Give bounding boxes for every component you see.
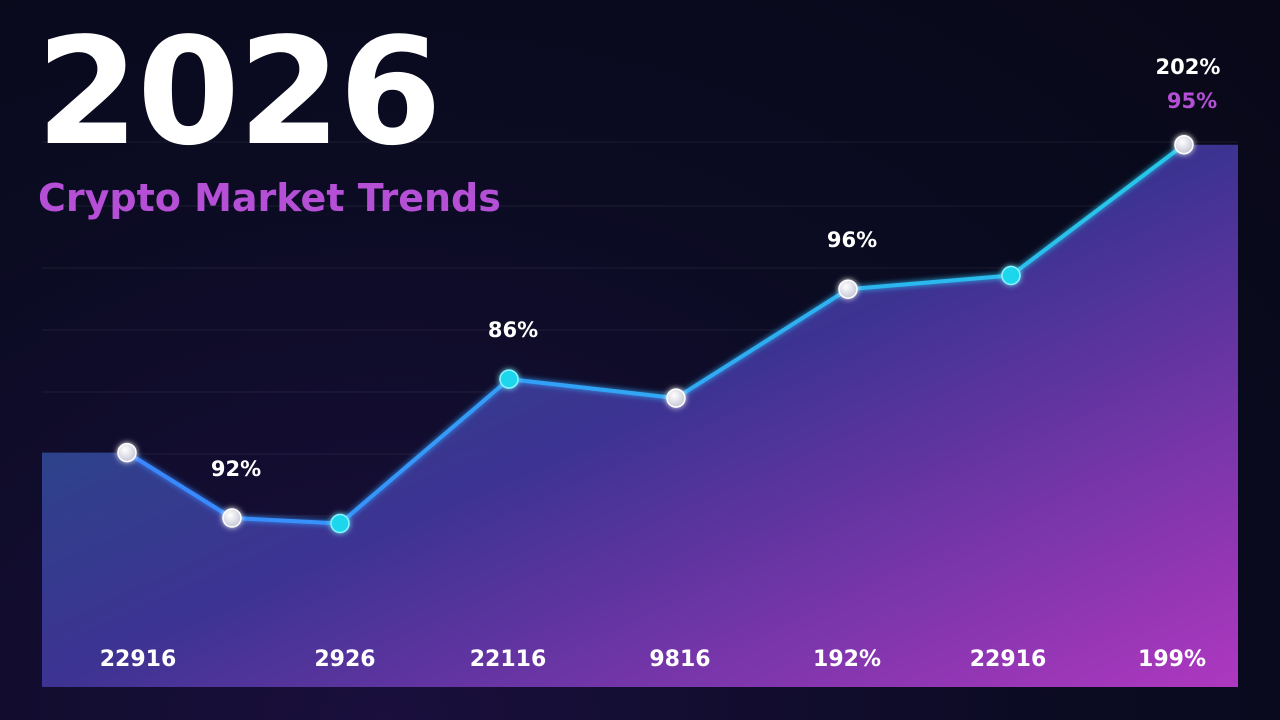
data-point bbox=[117, 442, 137, 463]
x-tick-label: 2926 bbox=[314, 647, 375, 672]
x-tick-label: 22116 bbox=[470, 647, 547, 672]
x-tick-label: 192% bbox=[813, 647, 881, 672]
data-label: 96% bbox=[827, 228, 877, 252]
data-label: 86% bbox=[488, 318, 538, 342]
data-point bbox=[1174, 134, 1194, 155]
x-tick-label: 199% bbox=[1138, 647, 1206, 672]
x-tick-label: 22916 bbox=[970, 647, 1047, 672]
data-label: 202% bbox=[1156, 55, 1221, 79]
series-line bbox=[125, 143, 1186, 526]
data-label-secondary: 95% bbox=[1167, 89, 1217, 113]
data-point bbox=[499, 369, 519, 389]
data-point bbox=[666, 388, 686, 408]
x-tick-label: 9816 bbox=[649, 647, 710, 672]
data-point bbox=[838, 279, 858, 299]
data-point bbox=[222, 508, 242, 528]
data-point bbox=[330, 513, 350, 534]
chart-title: 2026 bbox=[36, 6, 442, 178]
x-tick-label: 22916 bbox=[100, 647, 177, 672]
data-label: 92% bbox=[211, 457, 261, 481]
chart-subtitle: Crypto Market Trends bbox=[38, 176, 501, 220]
data-point bbox=[1001, 265, 1021, 286]
area-fill bbox=[42, 144, 1238, 687]
